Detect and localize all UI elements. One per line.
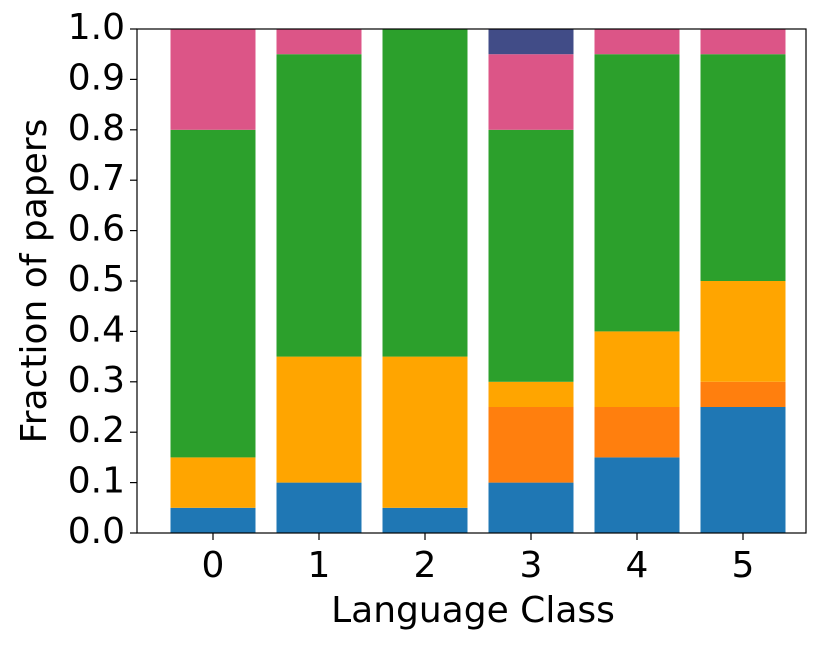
bar-segment — [594, 54, 680, 332]
bar-segment — [382, 29, 468, 357]
x-tick-label: 1 — [308, 545, 331, 586]
y-tick-label: 0.2 — [68, 410, 125, 451]
bar-segment — [594, 331, 680, 407]
bar-segment — [170, 507, 256, 533]
bar-segment — [594, 457, 680, 533]
y-tick-label: 0.1 — [68, 461, 125, 502]
plot-frame — [136, 28, 807, 534]
bar-segment — [276, 54, 362, 357]
y-tick-label: 0.5 — [68, 259, 125, 300]
bar-segment — [276, 29, 362, 55]
bar-segment — [488, 54, 574, 130]
bar-segment — [170, 457, 256, 508]
x-tick-label: 3 — [520, 545, 543, 586]
bar-segment — [170, 129, 256, 458]
bar-segment — [276, 482, 362, 533]
bar-segment — [488, 482, 574, 533]
y-tick-label: 0.9 — [68, 57, 125, 98]
x-tick-label: 4 — [626, 545, 649, 586]
y-axis-label: Fraction of papers — [14, 119, 55, 444]
bar-segment — [276, 356, 362, 483]
y-tick-label: 0.0 — [68, 511, 125, 552]
x-tick-label: 0 — [202, 545, 225, 586]
bar-segment — [700, 381, 786, 407]
bar-segment — [488, 29, 574, 55]
y-tick-label: 0.4 — [68, 309, 125, 350]
bar-segment — [700, 407, 786, 533]
bar-segment — [488, 381, 574, 407]
x-axis-label: Language Class — [331, 590, 615, 631]
bar-segment — [594, 29, 680, 55]
bar-segment — [700, 281, 786, 382]
bar-segment — [700, 54, 786, 282]
y-tick-label: 0.6 — [68, 209, 125, 250]
bar-segment — [170, 29, 256, 130]
x-tick-label: 5 — [732, 545, 755, 586]
bar-segment — [488, 129, 574, 382]
bar-segment — [488, 407, 574, 483]
y-tick-label: 0.8 — [68, 108, 125, 149]
bar-segment — [594, 407, 680, 458]
y-tick-label: 0.7 — [68, 158, 125, 199]
bar-segment — [382, 356, 468, 508]
y-tick-label: 0.3 — [68, 360, 125, 401]
bar-segment — [700, 29, 786, 55]
x-tick-label: 2 — [414, 545, 437, 586]
y-tick-label: 1.0 — [68, 7, 125, 48]
bar-segment — [382, 507, 468, 533]
